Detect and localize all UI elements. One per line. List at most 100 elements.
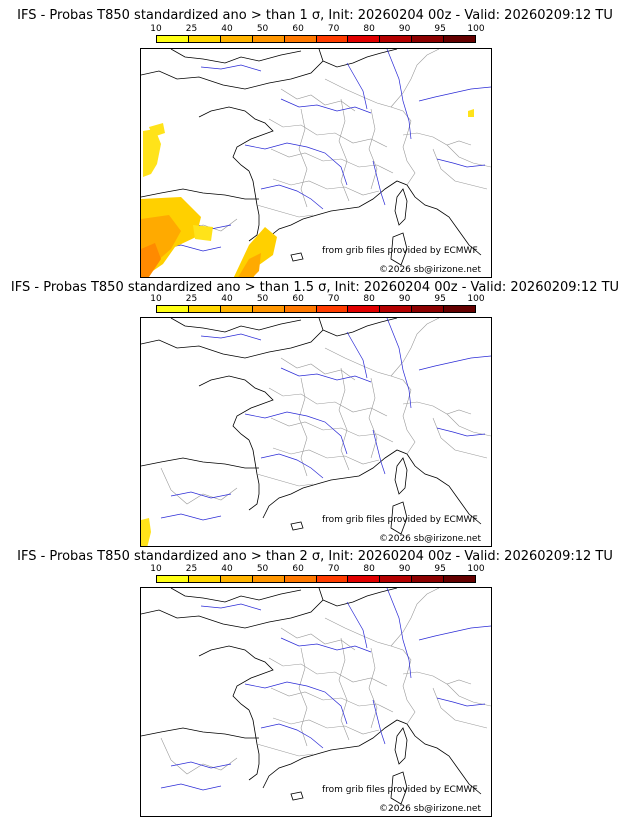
proba-area-iberia xyxy=(233,227,277,277)
river-loire xyxy=(244,681,348,725)
river-garonne xyxy=(260,184,324,210)
colorbar-ticks: 10 25 40 50 60 70 80 90 95 100 xyxy=(150,294,484,304)
coastline-iberia-north xyxy=(141,457,259,469)
colorbar-swatch xyxy=(220,36,253,42)
colorbar-swatch xyxy=(348,306,381,312)
colorbar-swatch xyxy=(444,576,476,582)
river-thames xyxy=(200,64,262,72)
tick-label: 95 xyxy=(434,294,446,304)
tick-label: 10 xyxy=(150,24,162,34)
coastline-biscay xyxy=(248,709,260,781)
river-seine xyxy=(280,98,372,114)
coastline-brittany xyxy=(198,375,274,441)
colorbar-swatch xyxy=(316,36,349,42)
river-loire xyxy=(244,411,348,455)
colorbar-swatch xyxy=(348,36,381,42)
map-basemap xyxy=(141,588,491,805)
tick-label: 25 xyxy=(185,24,198,34)
panel-2sigma: IFS - Probas T850 standardized ano > tha… xyxy=(0,540,630,828)
tick-label: 10 xyxy=(150,294,162,304)
colorbar-swatch xyxy=(157,576,189,582)
tick-label: 90 xyxy=(398,24,411,34)
corsica xyxy=(394,188,408,226)
colorbar-swatch xyxy=(157,36,189,42)
coastline-belgium xyxy=(322,588,398,607)
coastline-biscay xyxy=(248,439,260,511)
tick-label: 100 xyxy=(467,564,485,574)
colorbar-swatch xyxy=(188,306,221,312)
panel-title: IFS - Probas T850 standardized ano > tha… xyxy=(17,8,613,23)
tick-label: 40 xyxy=(221,294,233,304)
colorbar-swatch xyxy=(380,306,413,312)
proba-area-iberia-inner xyxy=(238,253,261,277)
tick-label: 95 xyxy=(434,24,446,34)
sardinia xyxy=(390,771,408,805)
tick-label: 80 xyxy=(363,24,375,34)
copyright: ©2026 sb@irizone.net xyxy=(379,265,481,275)
colorbar-swatch xyxy=(252,576,285,582)
colorbar-swatch xyxy=(380,576,413,582)
coastline-england xyxy=(141,49,324,90)
panel-1sigma: IFS - Probas T850 standardized ano > tha… xyxy=(0,0,630,278)
colorbar-swatch xyxy=(316,576,349,582)
border-germany xyxy=(390,588,440,647)
tick-label: 80 xyxy=(363,294,375,304)
source-credit: from grib files provided by ECMWF xyxy=(322,515,478,525)
coastline-england xyxy=(141,588,324,629)
coastline-mediterranean xyxy=(262,180,482,256)
regions-4 xyxy=(272,717,380,735)
sardinia xyxy=(390,232,408,266)
colorbar xyxy=(156,575,476,583)
border-switzerland xyxy=(402,671,472,685)
coastline-england xyxy=(141,318,324,359)
coastline-england-north xyxy=(170,318,302,333)
coastline-england-north xyxy=(170,49,302,64)
tick-label: 80 xyxy=(363,564,375,574)
regions-3 xyxy=(270,687,394,713)
tick-label: 40 xyxy=(221,564,233,574)
colorbar-swatch xyxy=(444,36,476,42)
colorbar-swatch xyxy=(348,576,381,582)
river-spain-south xyxy=(160,783,222,791)
copyright: ©2026 sb@irizone.net xyxy=(379,804,481,814)
river-meuse xyxy=(346,331,368,379)
coastline-england-north xyxy=(170,588,302,603)
colorbar-swatch xyxy=(157,306,189,312)
regions-7 xyxy=(368,108,378,190)
regions-5 xyxy=(298,647,308,747)
tick-label: 60 xyxy=(292,564,304,574)
map-basemap xyxy=(141,49,491,266)
border-france-east xyxy=(324,347,416,455)
colorbar-swatch xyxy=(188,576,221,582)
border-germany xyxy=(390,49,440,108)
coastline-mediterranean xyxy=(262,449,482,525)
corsica xyxy=(394,727,408,765)
panel-1.5sigma: IFS - Probas T850 standardized ano > tha… xyxy=(0,270,630,548)
border-france-east xyxy=(324,617,416,725)
colorbar-ticks: 10 25 40 50 60 70 80 90 95 100 xyxy=(150,24,484,34)
tick-label: 50 xyxy=(256,294,269,304)
colorbar-swatch xyxy=(284,36,317,42)
tick-label: 40 xyxy=(221,24,233,34)
regions-6 xyxy=(338,637,350,741)
probability-field xyxy=(141,518,151,546)
colorbar xyxy=(156,305,476,313)
tick-label: 90 xyxy=(398,564,411,574)
river-thames xyxy=(200,603,262,611)
border-italy xyxy=(446,683,491,707)
regions-2 xyxy=(268,387,388,417)
tick-label: 50 xyxy=(256,564,269,574)
border-pyrenees xyxy=(256,473,314,487)
probability-field xyxy=(141,109,474,277)
colorbar xyxy=(156,35,476,43)
panel-title: IFS - Probas T850 standardized ano > tha… xyxy=(10,280,620,295)
source-credit: from grib files provided by ECMWF xyxy=(322,246,478,256)
coastline-belgium xyxy=(322,318,398,337)
river-garonne xyxy=(260,723,324,749)
source-credit: from grib files provided by ECMWF xyxy=(322,785,478,795)
colorbar-swatch xyxy=(412,306,445,312)
colorbar-swatch xyxy=(188,36,221,42)
colorbar-swatch xyxy=(252,36,285,42)
border-pyrenees xyxy=(256,743,314,757)
regions-italy xyxy=(432,687,488,729)
